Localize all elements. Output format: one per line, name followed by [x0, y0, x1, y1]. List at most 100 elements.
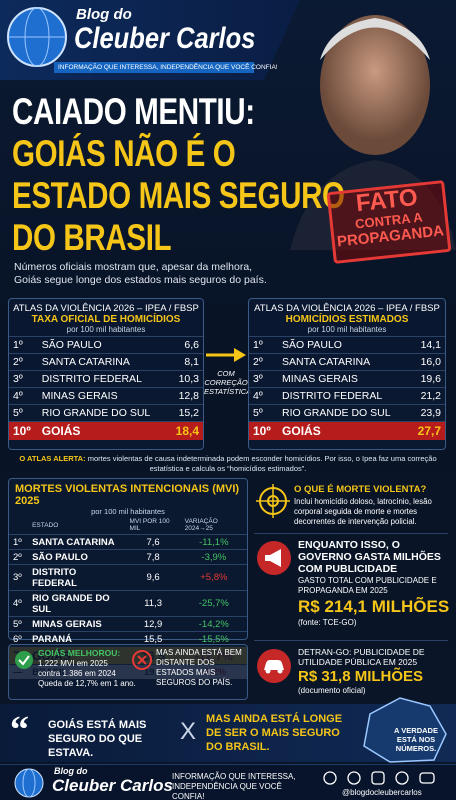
- table-cell: GOIÁS: [278, 421, 410, 440]
- table-cell: RIO GRANDE DO SUL: [37, 404, 168, 422]
- headline-3: ESTADO MAIS SEGURO: [12, 175, 345, 216]
- info-title: DETRAN-GO: PUBLICIDADE DE UTILIDADE PÚBL…: [298, 647, 425, 667]
- table-source: ATLAS DA VIOLÊNCIA 2026 – IPEA / FBSP: [254, 303, 440, 314]
- divider: [254, 533, 448, 534]
- banner-note: A VERDADE ESTÁ NOS NÚMEROS.: [394, 726, 438, 753]
- footer-globe: [14, 768, 44, 798]
- table-cell: DISTRITO FEDERAL: [28, 564, 126, 591]
- table-cell: 2º: [9, 549, 29, 565]
- versus: X: [180, 718, 197, 745]
- headline-1: CAIADO MENTIU:: [12, 91, 255, 132]
- column-header: [9, 516, 28, 535]
- left-table-box: ATLAS DA VIOLÊNCIA 2026 – IPEA / FBSP TA…: [8, 298, 204, 450]
- table-row: 1º SÃO PAULO 6,6: [9, 336, 203, 354]
- table-cell: 19,6: [409, 370, 445, 388]
- info-text: Inclui homicídio doloso, latrocínio, les…: [294, 497, 432, 526]
- table-row: 6º PARANÁ 15,5 -15,5%: [9, 631, 247, 647]
- tagline: INFORMAÇÃO QUE INTERESSA, INDEPENDÊNCIA …: [54, 62, 278, 73]
- arrow-label: COM CORREÇÃO ESTATÍSTICA: [204, 369, 252, 396]
- table-row: 3º DISTRITO FEDERAL 10,3: [9, 370, 203, 388]
- column-header: MVI POR 100 MIL: [129, 518, 170, 532]
- table-row: 5º RIO GRANDE DO SUL 23,9: [249, 404, 445, 422]
- table-cell: DISTRITO FEDERAL: [37, 370, 168, 388]
- ranking-table: 1º SÃO PAULO 6,6 2º SANTA CATARINA 8,1 3º DISTR…: [9, 336, 203, 440]
- quote-mark: “: [10, 709, 29, 751]
- headline-4: DO BRASIL: [12, 217, 172, 258]
- header-row: ESTADO MVI POR 100 MIL VARIAÇÃO 2024→25: [9, 516, 247, 535]
- table-cell: 15,2: [167, 404, 203, 422]
- table-cell: 14,1: [409, 336, 445, 354]
- table-row: 3º MINAS GERAIS 19,6: [249, 370, 445, 388]
- table-cell: SÃO PAULO: [37, 336, 168, 354]
- blog-pre: Blog do: [76, 6, 132, 23]
- table-cell: 3º: [249, 370, 279, 388]
- mvi-title: MORTES VIOLENTAS INTENCIONAIS (MVI) 2025: [15, 483, 240, 507]
- table-cell: -15,5%: [180, 631, 247, 647]
- subtitle: Números oficiais mostram que, apesar da …: [14, 261, 267, 286]
- headline-2: GOIÁS NÃO É O: [12, 133, 236, 174]
- table-cell: 18,4: [167, 421, 203, 440]
- table-cell: 7,8: [125, 549, 181, 565]
- table-cell: 16,0: [409, 353, 445, 371]
- table-cell: 12,9: [125, 616, 181, 632]
- table-row: 4º MINAS GERAIS 12,8: [9, 387, 203, 405]
- table-cell: 1º: [9, 336, 38, 354]
- info-text: GASTO TOTAL COM PUBLICIDADE E PROPAGANDA…: [298, 576, 437, 595]
- table-unit: por 100 mil habitantes: [307, 325, 387, 334]
- table-cell: 9,6: [125, 564, 181, 591]
- column-header: VARIAÇÃO 2024→25: [184, 518, 218, 532]
- info-title: O QUE É MORTE VIOLENTA?: [294, 484, 427, 495]
- info-source: (fonte: TCE-GO): [298, 618, 357, 627]
- summary-box: [8, 644, 248, 700]
- bad-text: MAS AINDA ESTÁ BEM DISTANTE DOS ESTADOS …: [156, 648, 242, 687]
- stamp: FATO CONTRA A PROPAGANDA: [326, 180, 452, 264]
- table-cell: 4º: [9, 387, 38, 405]
- table-row: 3º DISTRITO FEDERAL 9,6 +5,8%: [9, 564, 247, 591]
- map-silhouette: [363, 697, 447, 763]
- target-icon: [256, 484, 290, 518]
- table-row: 5º MINAS GERAIS 12,9 -14,2%: [9, 616, 247, 632]
- table-row: 10º GOIÁS 18,4: [9, 421, 203, 440]
- table-cell: -3,9%: [180, 549, 247, 565]
- check-icon: [15, 651, 33, 669]
- table-row: 10º GOIÁS 27,7: [249, 421, 445, 440]
- table-cell: MINAS GERAIS: [28, 616, 126, 632]
- table-cell: 1º: [249, 336, 279, 354]
- table-row: 2º SANTA CATARINA 16,0: [249, 353, 445, 371]
- blog-name: Cleuber Carlos: [74, 22, 256, 55]
- table-cell: 6º: [9, 631, 29, 647]
- right-table-box: ATLAS DA VIOLÊNCIA 2026 – IPEA / FBSP HO…: [248, 298, 446, 450]
- table-cell: +5,8%: [180, 564, 247, 591]
- table-cell: 3º: [9, 370, 38, 388]
- table-cell: MINAS GERAIS: [37, 387, 168, 405]
- good-title: GOIÁS MELHOROU:: [38, 648, 121, 658]
- table-cell: 2º: [249, 353, 279, 371]
- table-row: 5º RIO GRANDE DO SUL 15,2: [9, 404, 203, 422]
- table-cell: 12,8: [167, 387, 203, 405]
- table-row: 1º SANTA CATARINA 7,6 -11,1%: [9, 534, 247, 550]
- divider: [254, 640, 448, 641]
- table-cell: SANTA CATARINA: [37, 353, 168, 371]
- table-cell: 4º: [249, 387, 279, 405]
- table-cell: 21,2: [409, 387, 445, 405]
- footer-handle: @blogdocleubercarlos: [342, 788, 422, 797]
- info-source: (documento oficial): [298, 686, 366, 695]
- table-row: 2º SÃO PAULO 7,8 -3,9%: [9, 549, 247, 565]
- table-cell: 6,6: [167, 336, 203, 354]
- good-line: contra 1.386 em 2024: [38, 669, 116, 678]
- table-cell: SANTA CATARINA: [278, 353, 410, 371]
- table-cell: 27,7: [409, 421, 445, 440]
- table-cell: 11,3: [125, 590, 181, 617]
- table-cell: 3º: [9, 564, 29, 591]
- footer-blog-name: Cleuber Carlos: [52, 776, 173, 795]
- table-cell: -11,1%: [180, 534, 247, 550]
- table-cell: 23,9: [409, 404, 445, 422]
- banner-left: GOIÁS ESTÁ MAIS SEGURO DO QUE ESTAVA.: [48, 719, 147, 759]
- x-icon: [132, 650, 152, 670]
- table-cell: PARANÁ: [28, 631, 126, 647]
- table-row: 4º RIO GRANDE DO SUL 11,3 -25,7%: [9, 590, 247, 617]
- info-amount: R$ 31,8 MILHÕES: [298, 668, 424, 685]
- table-cell: 2º: [9, 353, 38, 371]
- table-cell: RIO GRANDE DO SUL: [28, 590, 126, 617]
- arrow: [206, 348, 246, 362]
